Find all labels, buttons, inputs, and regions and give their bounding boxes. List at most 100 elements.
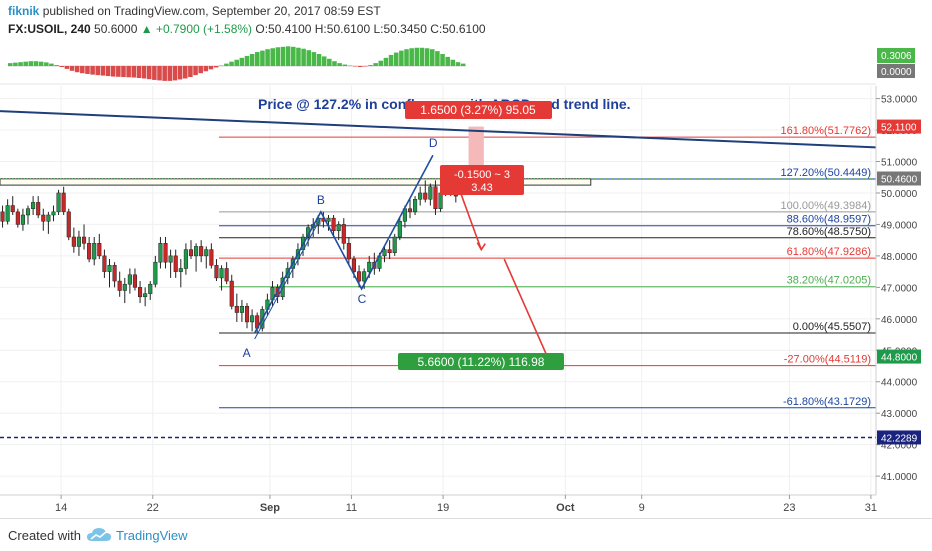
candle-body [173,255,178,272]
candle-body [138,287,143,298]
candle-body [31,202,36,209]
oscillator-bar [399,50,404,66]
price-chart[interactable]: 0.3006 0.0000 161.80%(51.7762) 127.20%(50.… [0,0,932,518]
tradingview-brand[interactable]: TradingView [116,528,188,543]
candle-body [71,236,76,247]
candle-body [336,224,341,231]
oscillator-bar [28,61,34,66]
oscillator-bar [393,52,399,66]
oscillator-bar [301,48,306,66]
measure-up-badge [405,101,552,119]
candle-body [392,236,397,253]
oscillator-bar [249,54,255,66]
candle-body [183,249,188,269]
oscillator-bar [116,66,121,77]
ohlc-values: O:50.4100 H:50.6100 L:50.3450 C:50.6100 [255,22,486,36]
oscillator-bar [74,66,80,73]
oscillator-bar [265,49,270,66]
symbol-info: FX:USOIL, 240 50.6000 ▲ +0.7900 (+1.58%)… [8,22,486,36]
candles [0,173,458,333]
oscillator-bar [136,66,142,78]
candle-body [382,249,387,257]
last-price: 50.6000 [94,22,138,36]
oscillator-bar [218,65,224,67]
candle-body [5,205,10,222]
oscillator-bar [327,58,332,66]
candle-body [0,211,5,222]
oscillator-bar [54,65,59,66]
oscillator-bar [316,54,322,66]
oscillator-bar [188,66,193,78]
oscillator-bar [270,48,275,66]
oscillator-bar [296,47,301,66]
candle-body [331,217,336,231]
chart-grid [0,86,876,495]
oscillator-bar [126,66,131,78]
price-change: ▲ +0.7900 (+1.58%) [140,22,253,36]
oscillator-bar [100,66,106,76]
oscillator-bar [260,50,265,66]
oscillator-bar [224,63,229,66]
candle-body [219,268,224,279]
candle-body [81,236,87,244]
oscillator-bar [213,66,219,68]
candle-body [66,211,71,238]
candle-body [418,192,423,200]
y-axis-tick-label: 47.0000 [881,283,918,294]
chart-header: fiknik published on TradingView.com, Sep… [0,0,932,40]
y-axis-tick-label: 46.0000 [881,315,918,326]
candle-body [178,268,183,272]
projection-arrow [503,258,551,364]
oscillator-bar [8,63,13,66]
oscillator-bar [90,66,95,75]
oscillator-bar [311,52,317,66]
candle-body [15,211,20,225]
fib-level-label: 0.00%(45.5507) [793,321,871,333]
author-name[interactable]: fiknik [8,4,40,18]
fib-level-label: 161.80%(51.7762) [780,125,871,137]
oscillator-bar [244,55,250,66]
oscillator-bar [275,47,281,66]
abcd-pattern-line [253,154,434,334]
candle-body [51,211,56,216]
oscillator-bar [121,66,126,78]
oscillator-bar [424,48,430,66]
oscillator-bar [208,66,214,70]
candle-body [229,280,234,307]
projection-arrow [457,186,483,250]
candle-body [168,255,173,263]
abcd-point-label: C [358,292,367,306]
oscillator-bar [255,52,260,66]
projection-arrowhead [476,242,486,252]
price-axis-badge [877,430,921,445]
candle-body [367,261,372,272]
oscillator-bar [234,59,239,66]
oscillator-bar [285,46,291,66]
candle-body [102,255,107,272]
publish-info: fiknik published on TradingView.com, Sep… [8,4,381,18]
oscillator-bar [332,61,337,66]
oscillator-bar [409,48,414,66]
y-axis-tick-label: 51.0000 [881,158,918,169]
oscillator-bar [80,66,85,74]
fib-level-label: -61.80%(43.1729) [783,396,871,408]
candle-body [351,258,357,272]
resistance-box [0,178,592,186]
candle-body [239,305,244,313]
price-axis-badge [877,119,921,134]
oscillator-bar [33,61,39,66]
oscillator-bar [38,61,44,66]
oscillator-bar [172,66,178,81]
oscillator-bar [280,46,286,66]
oscillator-bar [182,66,188,79]
candle-body [204,249,209,257]
oscillator-bar [321,56,327,66]
candle-body [362,271,367,282]
fib-level-label: 88.60%(48.9597) [787,214,871,226]
oscillator-bar [23,61,28,66]
tradingview-cloud-icon [87,528,111,541]
oscillator-bar [167,66,173,81]
price-axis-badge-label: 50.4600 [881,174,918,185]
candle-body [250,315,255,323]
oscillator-bar [146,66,152,80]
